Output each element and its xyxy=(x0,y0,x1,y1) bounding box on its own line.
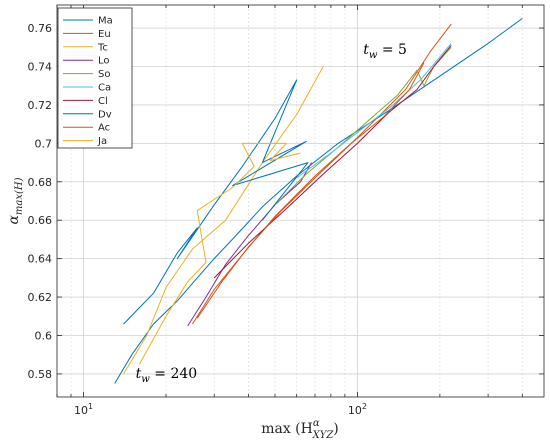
y-tick-label: 0.62 xyxy=(28,291,53,304)
series-line-ca xyxy=(296,43,452,179)
annotation-label: tw = 5 xyxy=(363,42,407,61)
legend-label-ac: Ac xyxy=(98,123,110,134)
x-axis-title: max (Hα XYZ) xyxy=(261,418,339,441)
series-line-eu xyxy=(192,23,452,325)
grid xyxy=(56,5,544,397)
y-tick-label: 0.76 xyxy=(28,22,53,35)
ticks: 0.58 0.6 0.62 0.64 0.66 0.68 0.7 0.72 0.74 0.76 10… xyxy=(28,5,544,417)
series-line-lo xyxy=(187,162,312,327)
legend-label-so: So xyxy=(98,69,110,80)
legend-label-dv: Dv xyxy=(98,109,112,120)
annotation-label: tw = 240 xyxy=(136,366,198,385)
series-line-ma xyxy=(114,18,523,384)
legend-label-eu: Eu xyxy=(98,29,111,40)
plot-area xyxy=(57,5,544,397)
y-tick-label: 0.68 xyxy=(28,176,53,189)
legend-label-cl: Cl xyxy=(98,96,108,107)
y-tick-label: 0.6 xyxy=(35,330,53,343)
series-line-so xyxy=(274,46,452,206)
legend-box xyxy=(57,7,133,149)
y-tick-label: 0.7 xyxy=(35,137,53,150)
y-axis-title: αmax(H) xyxy=(6,177,25,224)
series-line-tc xyxy=(123,66,324,375)
series-layer xyxy=(114,18,523,384)
x-tick-label: 101 xyxy=(74,402,93,417)
legend-label-tc: Tc xyxy=(97,42,108,53)
y-tick-label: 0.74 xyxy=(28,60,53,73)
plot-frame xyxy=(56,4,545,398)
series-line-dv xyxy=(123,79,309,325)
legend-label-ja: Ja xyxy=(97,136,107,147)
y-tick-label: 0.66 xyxy=(28,214,53,227)
series-line-ac xyxy=(196,62,425,319)
legend: Ma Eu Tc Lo So Ca Cl Dv Ac Ja xyxy=(57,7,133,149)
legend-label-ma: Ma xyxy=(98,16,113,27)
series-line-cl xyxy=(213,45,452,279)
x-tick-label: 102 xyxy=(348,402,367,417)
y-tick-label: 0.58 xyxy=(28,368,53,381)
legend-label-lo: Lo xyxy=(98,56,110,67)
y-tick-label: 0.64 xyxy=(28,253,53,266)
annotations: tw = 5 tw = 240 xyxy=(136,42,407,385)
y-tick-label: 0.72 xyxy=(28,99,53,112)
series-line-ja xyxy=(138,142,301,365)
legend-label-ca: Ca xyxy=(98,83,111,94)
